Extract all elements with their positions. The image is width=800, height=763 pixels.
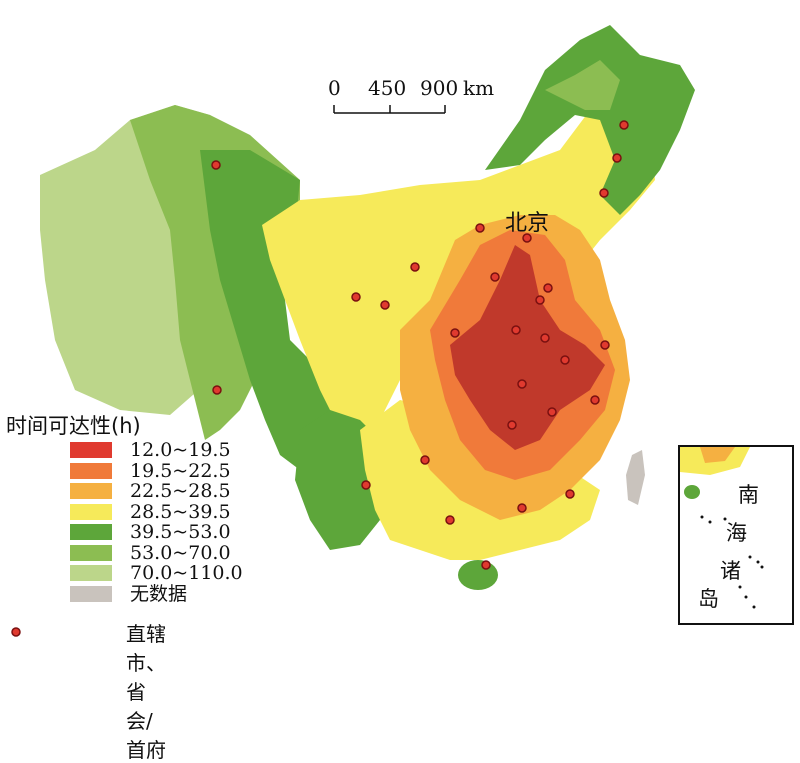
capital-marker	[543, 283, 553, 293]
region-hainan	[458, 560, 498, 590]
capital-marker	[590, 395, 600, 405]
capital-marker	[490, 272, 500, 282]
legend-label: 无数据	[130, 582, 188, 605]
legend-row	[70, 523, 112, 541]
capital-marker	[481, 560, 491, 570]
scale-bar	[333, 105, 446, 114]
capital-marker	[540, 333, 550, 343]
capital-marker	[361, 480, 371, 490]
legend-label: 19.5~22.5	[130, 459, 231, 482]
legend-swatch	[70, 565, 112, 581]
capital-marker	[410, 262, 420, 272]
capital-marker	[547, 407, 557, 417]
legend-label: 70.0~110.0	[130, 562, 243, 584]
scale-label-0: 0	[328, 76, 341, 100]
capital-marker	[211, 160, 221, 170]
region-northeast-lightgreen	[545, 60, 620, 110]
legend-swatch	[70, 544, 112, 561]
inset-islands	[700, 515, 764, 609]
legend-label: 53.0~70.0	[130, 541, 231, 564]
capital-marker	[517, 379, 527, 389]
inset-label-dao: 岛	[698, 587, 719, 611]
legend-swatch	[70, 503, 112, 520]
inset-label-zhu: 诸	[720, 559, 741, 583]
legend-row	[70, 544, 112, 562]
capital-marker	[475, 223, 485, 233]
capital-marker	[420, 455, 430, 465]
china-accessibility-map: 0 450 900 km	[40, 25, 695, 590]
legend-capital-label: 直辖市、省会/首府	[126, 622, 166, 762]
scale-label-900: 900	[420, 76, 458, 100]
legend-label: 12.0~19.5	[130, 439, 231, 461]
beijing-label: 北京	[505, 211, 550, 236]
legend-swatch	[70, 585, 112, 602]
legend-label: 39.5~53.0	[130, 521, 231, 543]
scale-unit: km	[463, 76, 494, 100]
inset-hainan	[684, 485, 700, 499]
capital-marker	[445, 515, 455, 525]
legend-swatch	[70, 442, 112, 458]
inset-map	[680, 447, 764, 609]
legend-row	[70, 462, 112, 480]
legend-swatch	[70, 483, 112, 499]
capital-marker	[619, 120, 629, 130]
legend-row	[70, 441, 112, 459]
legend-swatch	[70, 462, 112, 479]
legend-title: 时间可达性(h)	[6, 414, 141, 438]
capital-markers	[211, 120, 629, 570]
capital-marker	[212, 385, 222, 395]
scale-label-450: 450	[368, 76, 406, 100]
region-northwest-green	[200, 150, 345, 470]
capital-marker	[507, 420, 517, 430]
legend-swatch	[70, 524, 112, 540]
legend-row	[70, 503, 112, 521]
south-china-sea-inset: 南 海 诸 岛	[678, 445, 794, 625]
legend-label: 22.5~28.5	[130, 480, 231, 502]
region-northeast-green	[485, 25, 695, 215]
capital-marker	[612, 153, 622, 163]
inset-label-nan: 南	[738, 483, 759, 507]
legend-label: 28.5~39.5	[130, 500, 231, 523]
capital-marker	[351, 292, 361, 302]
capital-marker	[535, 295, 545, 305]
legend-row	[70, 585, 112, 603]
legend-row	[70, 482, 112, 500]
legend-row	[70, 564, 112, 582]
inset-label-hai: 海	[726, 521, 747, 545]
region-core-red	[450, 245, 605, 450]
capital-marker	[522, 233, 532, 243]
legend-capital-row: 直辖市、省会/首府	[6, 618, 166, 762]
region-taiwan	[626, 450, 645, 505]
capital-marker	[517, 503, 527, 513]
capital-marker	[511, 325, 521, 335]
capital-marker	[599, 188, 609, 198]
inset-coast-orange	[700, 447, 735, 463]
capital-symbol-icon	[11, 626, 21, 637]
capital-marker	[560, 355, 570, 365]
capital-marker	[565, 489, 575, 499]
capital-marker	[380, 300, 390, 310]
capital-marker	[450, 328, 460, 338]
capital-marker	[600, 340, 610, 350]
